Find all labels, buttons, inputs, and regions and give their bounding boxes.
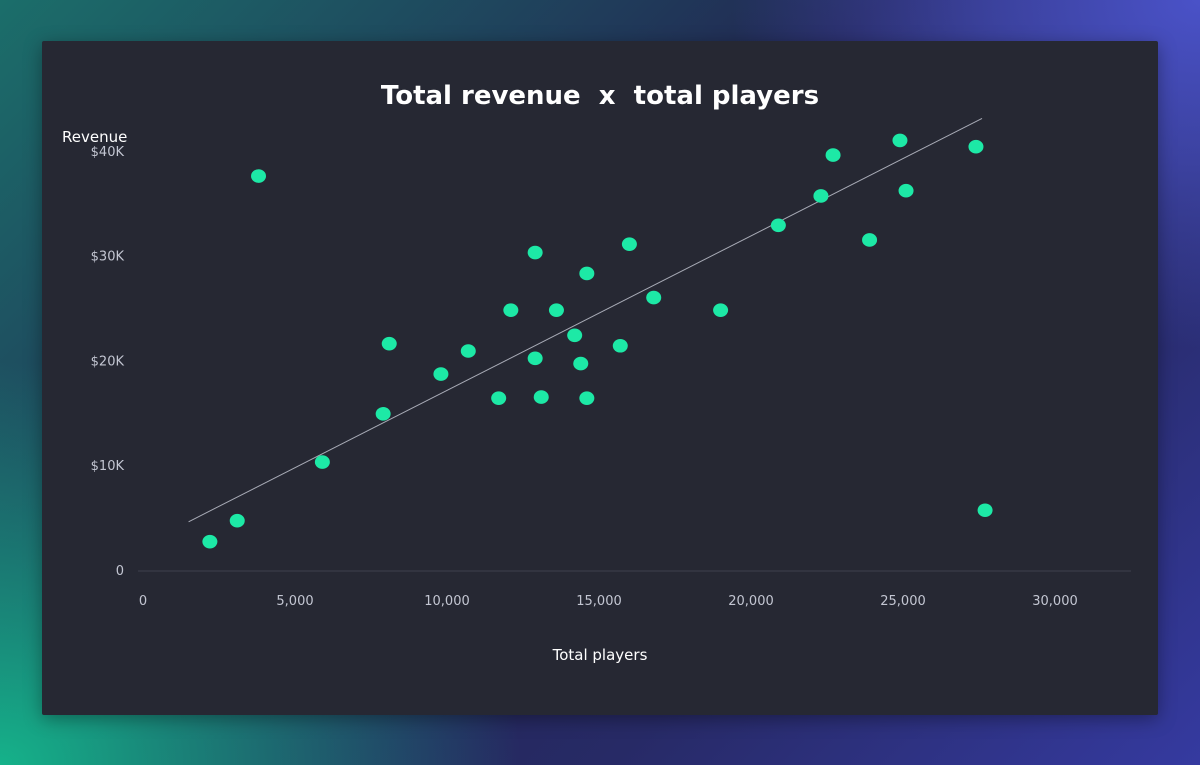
- data-point: [579, 266, 595, 281]
- data-point: [567, 328, 583, 343]
- x-tick-label: 20,000: [728, 594, 774, 609]
- data-point: [968, 139, 984, 154]
- y-tick-label: $20K: [91, 354, 125, 369]
- y-tick-label: $30K: [91, 250, 125, 265]
- data-point: [646, 290, 662, 305]
- data-point: [533, 390, 549, 404]
- data-point: [813, 189, 829, 203]
- chart-title: Total revenue x total players: [381, 81, 819, 111]
- data-point: [527, 245, 543, 260]
- x-tick-label: 5,000: [276, 594, 313, 609]
- x-tick-label: 25,000: [880, 594, 926, 609]
- data-point: [977, 503, 993, 518]
- data-point: [433, 367, 449, 381]
- x-axis-label: Total players: [552, 646, 648, 664]
- data-points: [202, 133, 993, 549]
- data-point: [898, 183, 914, 198]
- data-point: [314, 455, 330, 469]
- data-point: [770, 218, 786, 233]
- data-point: [381, 336, 397, 351]
- data-point: [202, 534, 218, 549]
- data-point: [892, 133, 908, 148]
- data-point: [548, 303, 564, 317]
- x-tick-labels: 0 5,000 10,000 15,000 20,000 25,000 30,000: [139, 594, 1078, 609]
- y-tick-labels: 0 $10K $20K $30K $40K: [91, 145, 125, 579]
- data-point: [825, 148, 841, 162]
- y-axis-label: Revenue: [62, 128, 127, 146]
- data-point: [251, 169, 267, 183]
- trendline-group: [188, 117, 983, 523]
- data-point: [229, 513, 245, 528]
- y-tick-label: 0: [116, 564, 124, 579]
- data-point: [579, 391, 595, 405]
- data-point: [621, 237, 637, 251]
- data-point: [713, 303, 729, 317]
- y-tick-label: $40K: [91, 145, 125, 160]
- x-tick-label: 30,000: [1032, 594, 1078, 609]
- x-tick-label: 0: [139, 594, 147, 609]
- data-point: [527, 351, 543, 366]
- data-point: [460, 344, 476, 358]
- data-point: [491, 391, 507, 405]
- chart-card: Total revenue x total players Revenue To…: [42, 41, 1158, 715]
- trendline: [188, 117, 983, 523]
- x-tick-label: 10,000: [424, 594, 470, 609]
- x-tick-label: 15,000: [576, 594, 622, 609]
- data-point: [862, 233, 878, 247]
- data-point: [612, 338, 628, 353]
- data-point: [573, 356, 589, 371]
- scatter-chart: Total revenue x total players Revenue To…: [62, 81, 1131, 664]
- data-point: [375, 407, 391, 421]
- data-point: [503, 303, 519, 317]
- y-tick-label: $10K: [91, 459, 125, 474]
